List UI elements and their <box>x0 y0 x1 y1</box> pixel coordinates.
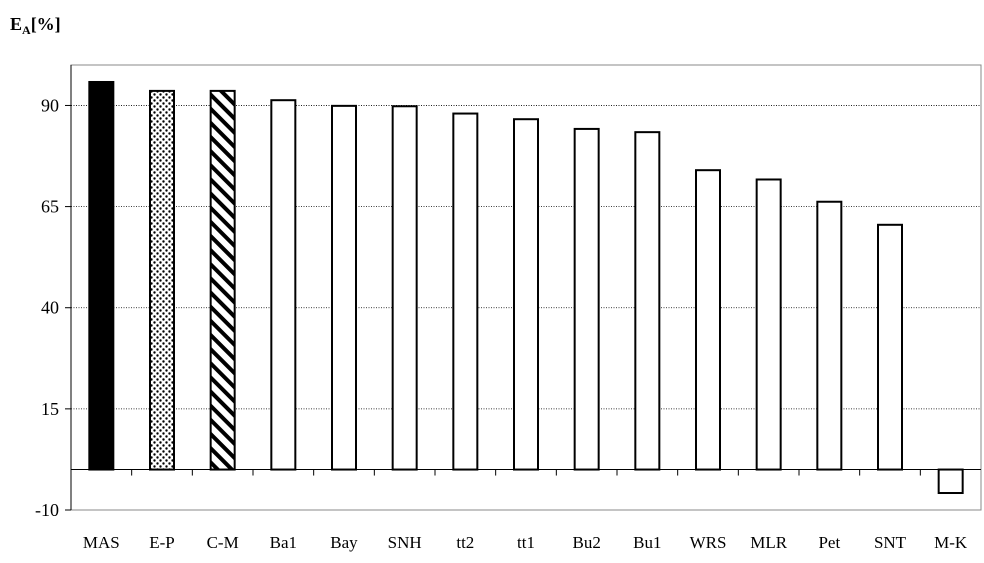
bar-mlr <box>755 178 782 471</box>
bar-bu2 <box>573 127 600 471</box>
x-tick-label: SNT <box>874 533 907 552</box>
x-tick-labels: MAS E-P C-M Ba1 Bay SNH tt2 tt1 Bu2 Bu1 WRS MLR Pet S… <box>83 533 968 552</box>
x-tick-label: Ba1 <box>270 533 297 552</box>
y-tick-label: -10 <box>35 500 59 520</box>
x-tick-label: SNH <box>388 533 422 552</box>
x-tick-label: WRS <box>690 533 727 552</box>
bar-pet <box>816 200 843 471</box>
bar-bu1 <box>634 131 661 471</box>
y-tick-label: 15 <box>41 399 59 419</box>
y-axis-label: EA[%] <box>10 14 61 37</box>
bar-m-k <box>937 468 964 495</box>
bar-tt1 <box>513 118 539 471</box>
x-tick-label: Bu2 <box>572 533 600 552</box>
y-tick-label: 40 <box>41 298 59 318</box>
bar-bay <box>331 104 357 471</box>
x-tick-label: C-M <box>207 533 239 552</box>
y-tick-labels: -10 15 40 65 90 <box>35 95 59 520</box>
bar-mas <box>88 80 115 471</box>
x-tick-label: E-P <box>149 533 175 552</box>
bar-e-p <box>149 89 175 471</box>
x-tick-label: Bu1 <box>633 533 661 552</box>
x-tick-label: M-K <box>934 533 968 552</box>
x-tick-label: tt2 <box>456 533 474 552</box>
bar-ba1 <box>270 99 297 471</box>
x-tick-label: MLR <box>750 533 788 552</box>
x-tick-label: tt1 <box>517 533 535 552</box>
bars <box>88 80 964 495</box>
y-axis-label-subscript: A <box>22 23 31 37</box>
y-axis-label-main: E <box>10 14 22 34</box>
y-tick-label: 65 <box>41 197 59 217</box>
bar-snt <box>877 223 903 471</box>
y-tick-label: 90 <box>41 95 59 115</box>
bar-snh <box>391 105 418 471</box>
y-axis-label-suffix: [%] <box>31 14 61 34</box>
x-tick-label: Bay <box>330 533 358 552</box>
x-tick-label: Pet <box>818 533 840 552</box>
bar-wrs <box>695 169 721 471</box>
bar-tt2 <box>452 112 479 471</box>
x-tick-label: MAS <box>83 533 120 552</box>
bar-c-m <box>209 89 236 471</box>
